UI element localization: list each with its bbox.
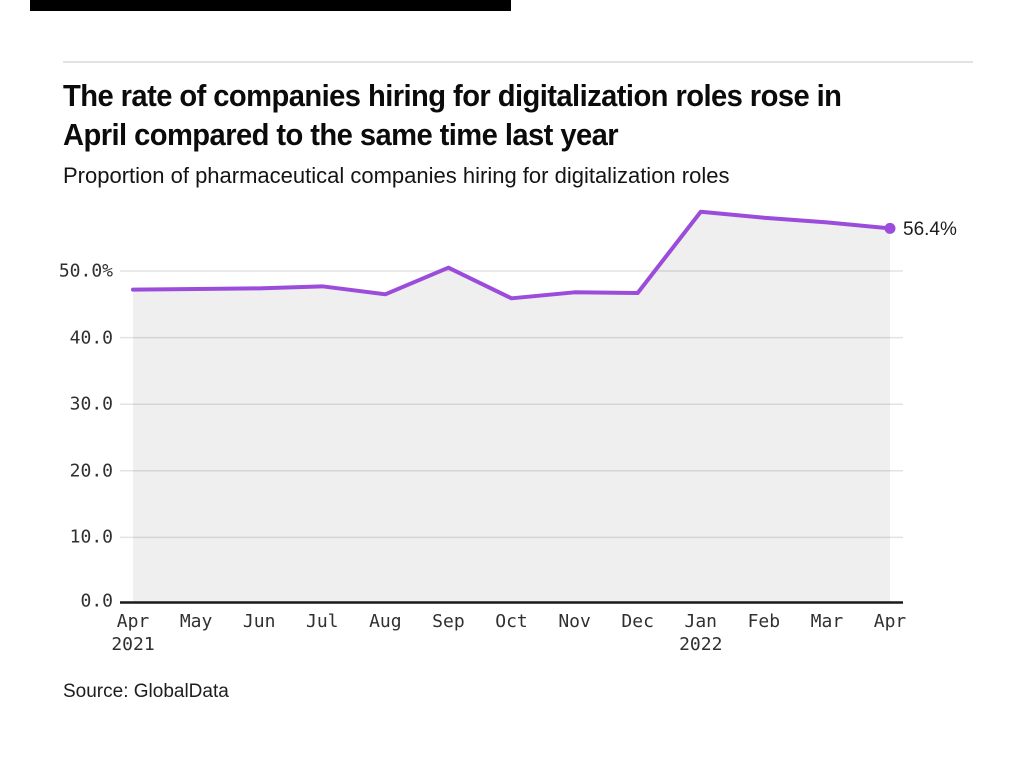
x-year-label: 2021	[111, 634, 155, 655]
end-point-value-label: 56.4%	[903, 219, 957, 240]
x-tick-label: Oct	[495, 611, 528, 632]
x-tick-label: Jan	[684, 611, 718, 632]
chart-subtitle: Proportion of pharmaceutical companies h…	[63, 163, 730, 188]
y-tick-label: 20.0	[69, 460, 113, 482]
end-point-dot	[884, 222, 896, 234]
y-tick-label: 10.0	[69, 526, 113, 548]
x-year-label: 2022	[679, 634, 723, 655]
x-tick-label: Dec	[621, 611, 654, 632]
x-tick-label: Apr	[873, 611, 907, 632]
x-tick-label: Sep	[432, 611, 465, 632]
x-tick-label: Jul	[305, 611, 339, 632]
trend-line	[131, 209, 892, 301]
source-note: Source: GlobalData	[63, 681, 229, 702]
y-tick-label: 0.0	[80, 590, 113, 612]
x-tick-label: Mar	[810, 611, 844, 632]
area-fill	[133, 211, 890, 602]
header-divider	[63, 61, 973, 63]
x-tick-label: Nov	[558, 611, 591, 632]
y-tick-label: 30.0	[69, 393, 113, 415]
top-accent-bar	[30, 0, 511, 11]
x-tick-label: May	[179, 611, 213, 632]
x-tick-label: Apr	[116, 611, 150, 632]
title-line-1: The rate of companies hiring for digital…	[63, 78, 842, 113]
x-tick-label: Feb	[747, 611, 781, 632]
y-tick-label: 40.0	[69, 327, 113, 349]
y-tick-label: 50.0%	[58, 260, 113, 282]
x-tick-label: Jun	[242, 611, 276, 632]
title-line-2: April compared to the same time last yea…	[63, 117, 619, 152]
page-title: The rate of companies hiring for digital…	[63, 76, 842, 154]
x-tick-label: Aug	[369, 611, 402, 632]
